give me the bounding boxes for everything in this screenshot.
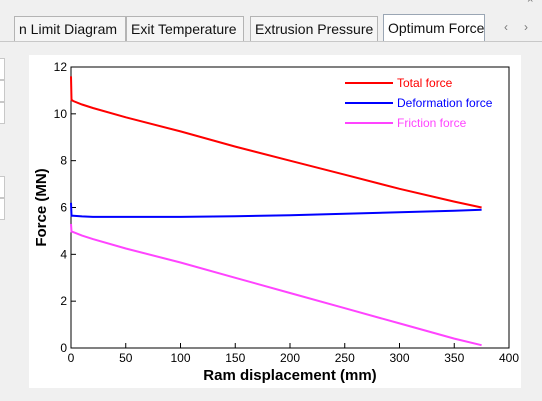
x-tick-label: 400 xyxy=(499,351,519,365)
tab-label: Optimum Force xyxy=(388,20,485,36)
x-tick-label: 200 xyxy=(280,351,300,365)
legend-label: Deformation force xyxy=(397,96,493,110)
y-tick-label: 10 xyxy=(54,107,68,121)
series-line-1 xyxy=(70,202,482,218)
x-tick-label: 250 xyxy=(335,351,355,365)
y-tick-label: 6 xyxy=(60,201,67,215)
side-field[interactable] xyxy=(0,176,5,198)
side-field[interactable] xyxy=(0,58,5,80)
x-tick-label: 0 xyxy=(68,351,75,365)
x-tick-label: 150 xyxy=(225,351,245,365)
side-field[interactable] xyxy=(0,198,5,220)
side-field[interactable] xyxy=(0,80,5,102)
tab-divider xyxy=(0,41,542,42)
x-tick-label: 350 xyxy=(444,351,464,365)
series-line-0 xyxy=(70,76,482,209)
y-tick-label: 2 xyxy=(60,294,67,308)
tab-label: n Limit Diagram xyxy=(19,21,118,37)
tab-bar: n Limit Diagram Exit Temperature Extrusi… xyxy=(0,0,542,42)
x-tick-label: 100 xyxy=(170,351,190,365)
tab-optimum-force[interactable]: Optimum Force xyxy=(383,14,485,42)
tab-label: Extrusion Pressure xyxy=(255,21,374,37)
x-tick-label: 300 xyxy=(389,351,409,365)
y-tick-label: 0 xyxy=(60,341,67,355)
tab-label: Exit Temperature xyxy=(131,21,237,37)
tab-limit-diagram[interactable]: n Limit Diagram xyxy=(14,16,126,41)
series-line-2 xyxy=(70,223,482,347)
y-tick-label: 4 xyxy=(60,247,67,261)
y-tick-label: 12 xyxy=(54,60,68,74)
side-field[interactable] xyxy=(0,102,5,124)
y-axis-label: Force (MN) xyxy=(33,168,50,246)
force-chart: 0 50 100 150 200 250 300 350 400 0 2 4 6 8 10 12 Total … xyxy=(33,60,519,384)
tab-exit-temperature[interactable]: Exit Temperature xyxy=(126,16,244,41)
x-tick-label: 50 xyxy=(119,351,133,365)
close-icon[interactable]: × xyxy=(527,0,534,6)
chevron-left-icon[interactable]: ‹ xyxy=(504,20,508,34)
chevron-right-icon[interactable]: › xyxy=(524,20,528,34)
tab-extrusion-pressure[interactable]: Extrusion Pressure xyxy=(250,16,378,41)
y-tick-label: 8 xyxy=(60,154,67,168)
x-axis-label: Ram displacement (mm) xyxy=(203,367,376,384)
legend-label: Total force xyxy=(397,76,453,90)
legend-label: Friction force xyxy=(397,116,467,130)
chart-frame: 0 50 100 150 200 250 300 350 400 0 2 4 6 8 10 12 Total … xyxy=(29,55,521,388)
